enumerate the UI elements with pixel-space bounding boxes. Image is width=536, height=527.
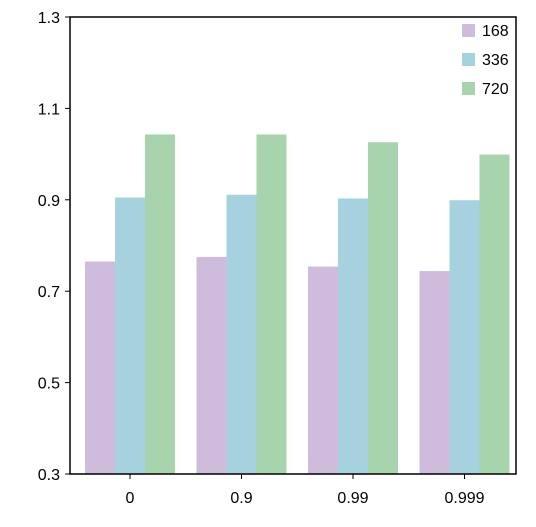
bar-336-0.999 bbox=[449, 200, 480, 474]
y-tick-label: 0.9 bbox=[38, 193, 60, 210]
bar-168-0.999 bbox=[419, 271, 450, 474]
bar-336-0.9 bbox=[226, 194, 257, 474]
bar-720-0.99 bbox=[368, 142, 398, 474]
bar-336-0.99 bbox=[338, 198, 368, 474]
legend-label-336: 336 bbox=[482, 52, 509, 69]
bar-168-0.9 bbox=[196, 256, 227, 474]
legend-swatch-720 bbox=[462, 82, 475, 95]
x-tick-label: 0.999 bbox=[444, 490, 484, 507]
y-axis: 0.3 0.5 0.7 0.9 1.1 1.3 bbox=[38, 10, 70, 484]
x-tick-label: 0.99 bbox=[337, 490, 368, 507]
y-tick-label: 0.3 bbox=[38, 467, 60, 484]
bar-168-0.99 bbox=[308, 266, 338, 474]
y-tick-label: 1.1 bbox=[38, 101, 60, 118]
bar-720-0.9 bbox=[256, 134, 287, 474]
legend: 168 336 720 bbox=[462, 23, 509, 98]
y-tick-label: 0.5 bbox=[38, 376, 60, 393]
y-tick-label: 0.7 bbox=[38, 284, 60, 301]
legend-label-168: 168 bbox=[482, 23, 509, 40]
bar-720-0 bbox=[145, 134, 175, 474]
plot-frame bbox=[69, 16, 517, 475]
bar-336-0 bbox=[115, 197, 145, 474]
bars-layer bbox=[85, 134, 510, 474]
legend-swatch-336 bbox=[462, 53, 475, 66]
bar-720-0.999 bbox=[479, 154, 510, 474]
bar-168-0 bbox=[85, 261, 115, 474]
x-tick-label: 0.9 bbox=[230, 490, 252, 507]
legend-label-720: 720 bbox=[482, 81, 509, 98]
legend-swatch-168 bbox=[462, 24, 475, 37]
x-tick-label: 0 bbox=[126, 490, 135, 507]
x-axis: 0 0.9 0.99 0.999 bbox=[126, 474, 485, 507]
y-tick-label: 1.3 bbox=[38, 10, 60, 27]
